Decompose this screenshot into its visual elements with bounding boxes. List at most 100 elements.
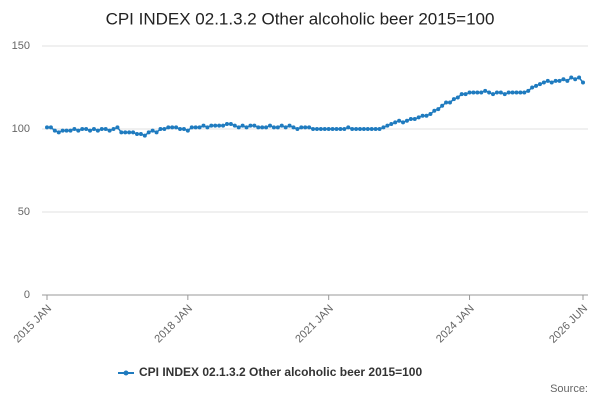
point (389, 122, 394, 127)
point (260, 125, 265, 130)
point (408, 117, 413, 122)
point (166, 125, 171, 130)
point (553, 78, 558, 83)
point (346, 125, 351, 130)
point (463, 92, 468, 97)
point (205, 125, 210, 130)
point (514, 90, 519, 95)
point (232, 123, 237, 128)
point (569, 75, 574, 80)
point (80, 127, 85, 131)
point (537, 82, 542, 87)
point (545, 78, 550, 83)
point (91, 127, 96, 131)
point (311, 127, 316, 131)
x-tick-label: 2021 JAN (293, 303, 336, 346)
point (487, 90, 492, 95)
point (573, 77, 578, 82)
point (365, 127, 370, 131)
point (158, 127, 163, 131)
point (299, 125, 304, 130)
point (119, 130, 124, 135)
x-tick-label: 2024 JAN (434, 303, 477, 346)
point (307, 125, 312, 130)
point (557, 78, 562, 83)
point (248, 123, 253, 128)
point (291, 125, 296, 130)
point (123, 130, 128, 135)
y-tick-label: 0 (24, 289, 30, 301)
point (444, 100, 449, 105)
point (88, 128, 93, 133)
point (303, 125, 308, 130)
point (357, 127, 362, 131)
x-tick-label: 2015 JAN (12, 303, 55, 346)
point (127, 130, 132, 135)
point (518, 90, 523, 95)
x-tick-label: 2026 JUN (547, 303, 590, 346)
point (252, 123, 257, 128)
point (72, 127, 77, 131)
point (170, 125, 175, 130)
point (228, 122, 233, 127)
point (475, 90, 480, 95)
point (401, 120, 406, 125)
point (150, 128, 155, 133)
point (467, 90, 472, 95)
point (295, 127, 300, 131)
point (84, 127, 89, 131)
point (95, 128, 100, 133)
point (326, 127, 331, 131)
point (534, 83, 539, 88)
point (154, 130, 159, 135)
point (420, 113, 425, 118)
point (162, 127, 167, 131)
point (68, 128, 73, 133)
legend-marker (123, 370, 129, 376)
point (369, 127, 374, 131)
point (354, 127, 359, 131)
source: Source: (550, 383, 588, 395)
point (48, 125, 53, 130)
point (279, 123, 284, 128)
point (185, 128, 190, 133)
point (373, 127, 378, 131)
point (416, 115, 421, 120)
point (107, 128, 112, 133)
point (201, 123, 206, 128)
point (541, 80, 546, 85)
line (47, 76, 584, 137)
point (181, 127, 186, 131)
point (432, 108, 437, 113)
point (213, 123, 218, 128)
point (45, 125, 49, 130)
point (577, 75, 582, 80)
point (424, 113, 429, 118)
point (138, 131, 143, 136)
point (494, 90, 499, 95)
legend-label: CPI INDEX 02.1.3.2 Other alcoholic beer … (139, 365, 422, 379)
point (404, 118, 409, 123)
point (103, 127, 108, 131)
point (385, 123, 390, 128)
point (565, 78, 570, 83)
point (244, 125, 249, 130)
point (209, 123, 214, 128)
point (314, 127, 319, 131)
point (381, 125, 386, 130)
point (115, 125, 120, 130)
point (377, 127, 382, 131)
point (283, 125, 288, 130)
point (197, 125, 202, 130)
point (271, 125, 276, 130)
point (146, 130, 151, 135)
point (561, 77, 566, 82)
point (178, 127, 183, 131)
point (436, 107, 441, 112)
point (393, 120, 398, 125)
point (217, 123, 222, 128)
point (483, 88, 488, 93)
point (111, 127, 116, 131)
point (338, 127, 343, 131)
point (330, 127, 335, 131)
